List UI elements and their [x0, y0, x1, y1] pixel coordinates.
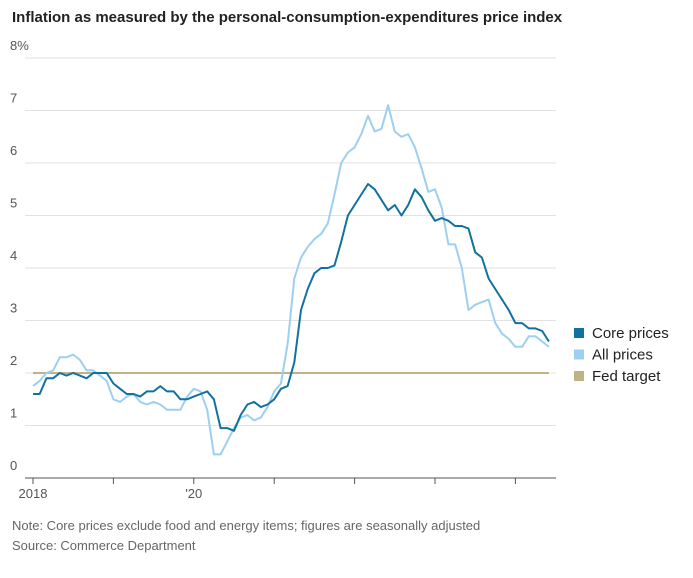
legend-label: Core prices — [592, 325, 669, 342]
y-tick-label: 0 — [10, 458, 17, 473]
y-tick-label: 7 — [10, 91, 17, 106]
series-line — [32, 104, 550, 456]
y-tick-label: 8% — [10, 38, 29, 53]
y-tick-label: 5 — [10, 196, 17, 211]
x-tick-label: 2018 — [19, 486, 48, 501]
source: Source: Commerce Department — [12, 538, 196, 553]
y-tick-label: 3 — [10, 301, 17, 316]
y-tick-label: 2 — [10, 353, 17, 368]
x-tick-label: '20 — [185, 486, 202, 501]
chart-title: Inflation as measured by the personal-co… — [12, 9, 563, 26]
series-line — [33, 183, 550, 432]
legend-swatch — [574, 349, 584, 360]
legend-label: All prices — [592, 347, 653, 364]
y-tick-label: 1 — [10, 406, 17, 421]
y-tick-label: 6 — [10, 143, 17, 158]
note: Note: Core prices exclude food and energ… — [12, 518, 480, 533]
legend-label: Fed target — [592, 368, 661, 385]
legend-swatch — [574, 328, 584, 338]
y-tick-label: 4 — [10, 248, 17, 263]
legend-swatch — [574, 371, 584, 381]
